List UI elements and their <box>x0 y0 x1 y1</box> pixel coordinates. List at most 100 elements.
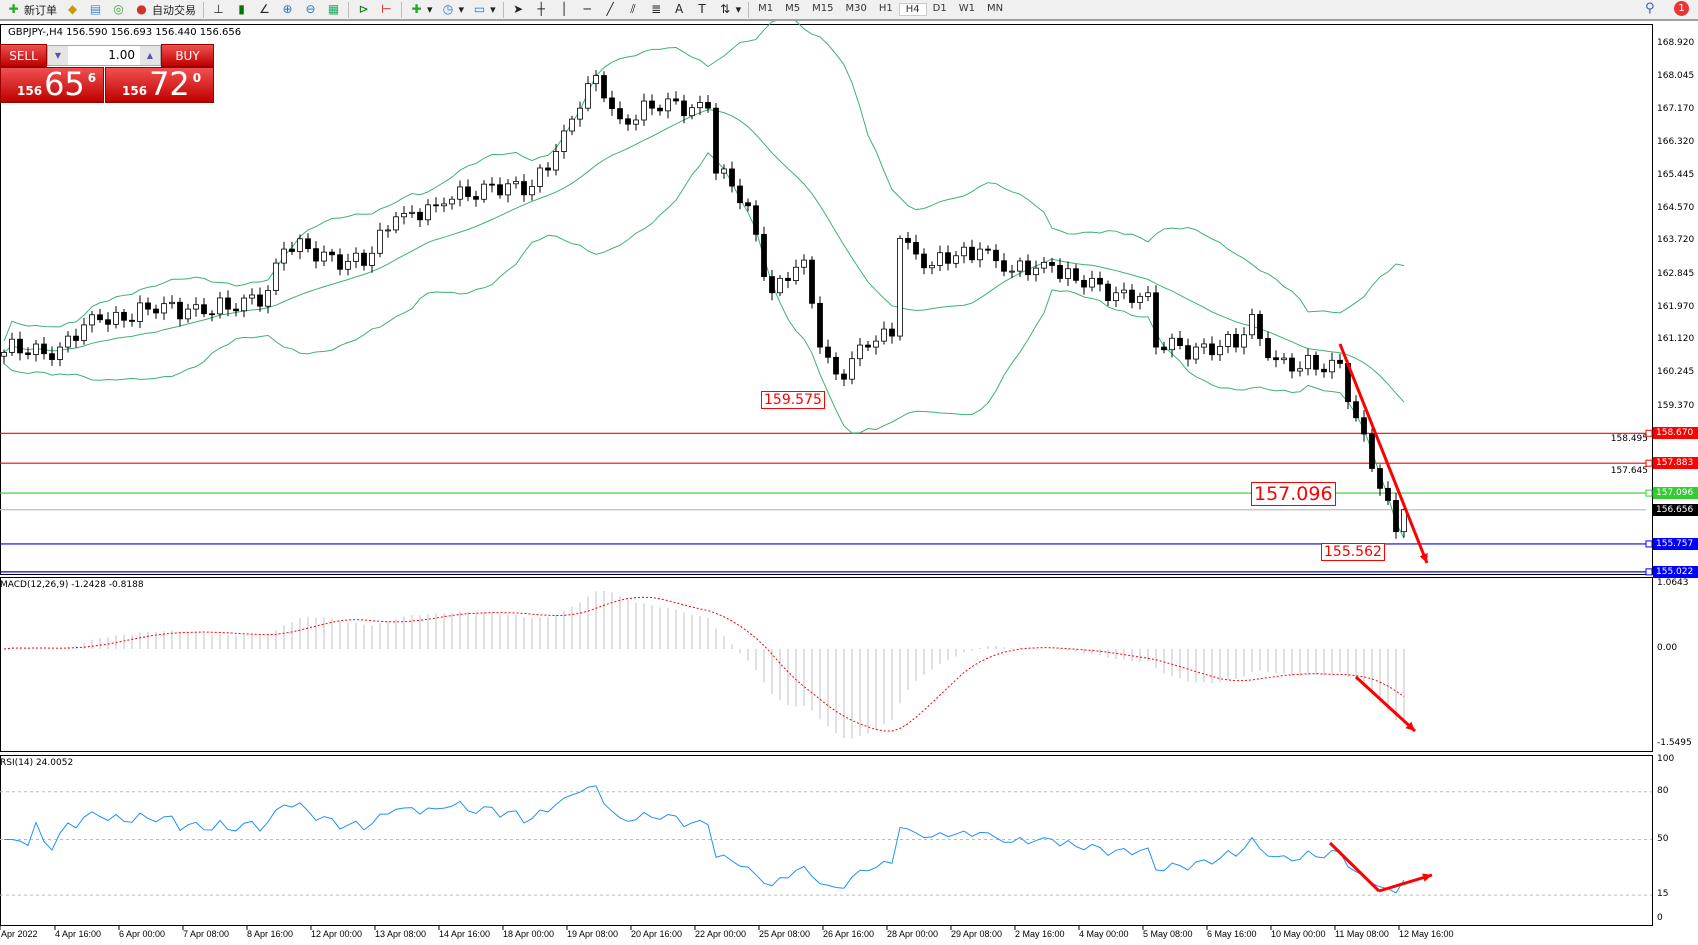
timeframe-mn[interactable]: MN <box>986 3 1004 14</box>
candle-body <box>1273 357 1279 361</box>
horizontal-line-button[interactable]: ─ <box>576 0 599 19</box>
candle-body <box>177 301 183 320</box>
level-price-tag[interactable]: 155.022 <box>1653 565 1698 578</box>
fibonacci-button[interactable]: ≣ <box>645 0 668 19</box>
candle-body <box>921 253 927 269</box>
lot-input[interactable]: 1.00 <box>108 48 135 62</box>
new-order-button[interactable]: ✚ 新订单 <box>2 0 61 19</box>
text-button[interactable]: A <box>668 0 691 19</box>
level-price-tag[interactable]: 157.883 <box>1653 457 1698 470</box>
candle-body <box>441 203 447 207</box>
price-label-low-2[interactable]: 155.562 <box>1321 543 1385 561</box>
price-label-level[interactable]: 157.096 <box>1251 482 1336 506</box>
trendline-button[interactable]: ╱ <box>599 0 622 19</box>
cursor-button[interactable]: ➤ <box>507 0 530 19</box>
bar-chart-button[interactable]: ⊥ <box>207 0 230 19</box>
candle-body <box>1401 509 1407 533</box>
server-button[interactable]: ▤ <box>84 0 107 19</box>
price-label-low-1[interactable]: 159.575 <box>761 391 825 409</box>
candle-body <box>729 168 735 187</box>
lot-increase-button[interactable]: ▲ <box>140 46 160 65</box>
template-icon: ▭ <box>473 2 486 16</box>
candle-body <box>297 238 303 252</box>
candle-body <box>1377 468 1383 489</box>
price-axis-label: 166.320 <box>1657 136 1695 147</box>
rsi-divergence-arrow-head <box>1422 873 1432 882</box>
candle-body <box>1185 345 1191 360</box>
candle-body <box>585 83 591 109</box>
search-icon[interactable]: ⚲ <box>1645 1 1655 16</box>
candle-body <box>305 238 311 250</box>
candle-body <box>225 297 231 310</box>
buy-button[interactable]: BUY <box>161 44 214 67</box>
sell-button[interactable]: SELL <box>0 44 47 67</box>
timeframe-m5[interactable]: M5 <box>785 3 801 14</box>
zoom-in-button[interactable]: ⊕ <box>276 0 299 19</box>
autoscroll-button[interactable]: ⊳ <box>352 0 375 19</box>
candle-body <box>265 290 271 307</box>
candle-body <box>1089 277 1095 288</box>
timeframe-w1[interactable]: W1 <box>958 3 975 14</box>
lot-stepper[interactable]: ▼ 1.00 ▲ <box>47 45 161 66</box>
tile-windows-button[interactable]: ▦ <box>322 0 345 19</box>
buy-price-button[interactable]: 156 72 0 <box>105 67 214 103</box>
timeframe-h1[interactable]: H1 <box>878 3 893 14</box>
level-price-tag[interactable]: 156.656 <box>1653 503 1698 516</box>
timeframe-d1[interactable]: D1 <box>932 3 947 14</box>
text-label-button[interactable]: T <box>691 0 714 19</box>
timeframe-m1[interactable]: M1 <box>758 3 774 14</box>
candle-body <box>33 343 39 355</box>
timeframe-h4[interactable]: H4 <box>898 3 927 16</box>
level-price-tag[interactable]: 158.670 <box>1653 427 1698 440</box>
chart-shift-icon: ⊢ <box>381 2 392 16</box>
level-handle <box>1645 429 1653 437</box>
sell-price-button[interactable]: 156 65 6 <box>0 67 104 103</box>
time-axis-label: 10 May 00:00 <box>1271 929 1326 939</box>
candle-body <box>321 251 327 262</box>
candle-body <box>505 183 511 196</box>
macd-axis-label: 1.0643 <box>1657 578 1689 588</box>
level-price-tag[interactable]: 157.096 <box>1653 487 1698 500</box>
timeframe-m30[interactable]: M30 <box>845 3 867 14</box>
candle-body <box>545 167 551 171</box>
templates-button[interactable]: ▭ ▾ <box>473 2 496 16</box>
clock-icon: ◷ <box>442 2 454 16</box>
candle-body <box>1393 500 1399 533</box>
candle-body <box>793 266 799 281</box>
candle-body <box>281 248 287 264</box>
zoom-out-button[interactable]: ⊖ <box>299 0 322 19</box>
timeframe-m15[interactable]: M15 <box>812 3 834 14</box>
vertical-line-button[interactable]: │ <box>553 0 576 19</box>
candle-body <box>497 184 503 196</box>
candle-body <box>665 98 671 112</box>
candle-body <box>1169 337 1175 351</box>
price-trend-arrow <box>1338 343 1429 564</box>
rsi-label: RSI(14) 24.0052 <box>0 758 74 768</box>
sell-price-big: 65 <box>44 65 85 103</box>
signal-button[interactable]: ◎ <box>107 0 130 19</box>
candle-body <box>105 319 111 325</box>
periods-button[interactable]: ◷ ▾ <box>437 0 469 19</box>
level-handle <box>1645 459 1653 467</box>
line-chart-button[interactable]: ∠ <box>253 0 276 19</box>
candle-body <box>353 252 359 262</box>
crosshair-button[interactable]: ┼ <box>530 0 553 19</box>
crosshair-icon: ┼ <box>537 2 545 16</box>
auto-trading-button[interactable]: ● 自动交易 <box>130 0 200 19</box>
notification-badge[interactable]: 1 <box>1674 1 1689 16</box>
candle-body <box>761 233 767 278</box>
candle-body <box>737 185 743 204</box>
lot-decrease-button[interactable]: ▼ <box>48 46 68 65</box>
indicators-button[interactable]: ✚ ▾ <box>405 0 437 19</box>
candle-body <box>537 167 543 187</box>
price-axis-label: 165.445 <box>1657 169 1695 180</box>
equidistant-channel-button[interactable]: ⫽ <box>622 0 645 19</box>
candle-body <box>393 216 399 231</box>
history-button[interactable]: ◆ <box>61 0 84 19</box>
arrows-icon: ⇅ <box>720 2 731 16</box>
candle-chart-button[interactable]: ▮ <box>230 0 253 19</box>
arrows-button[interactable]: ⇅ ▾ <box>714 0 746 19</box>
chart-shift-button[interactable]: ⊢ <box>375 0 398 19</box>
level-price-tag[interactable]: 155.757 <box>1653 537 1698 550</box>
